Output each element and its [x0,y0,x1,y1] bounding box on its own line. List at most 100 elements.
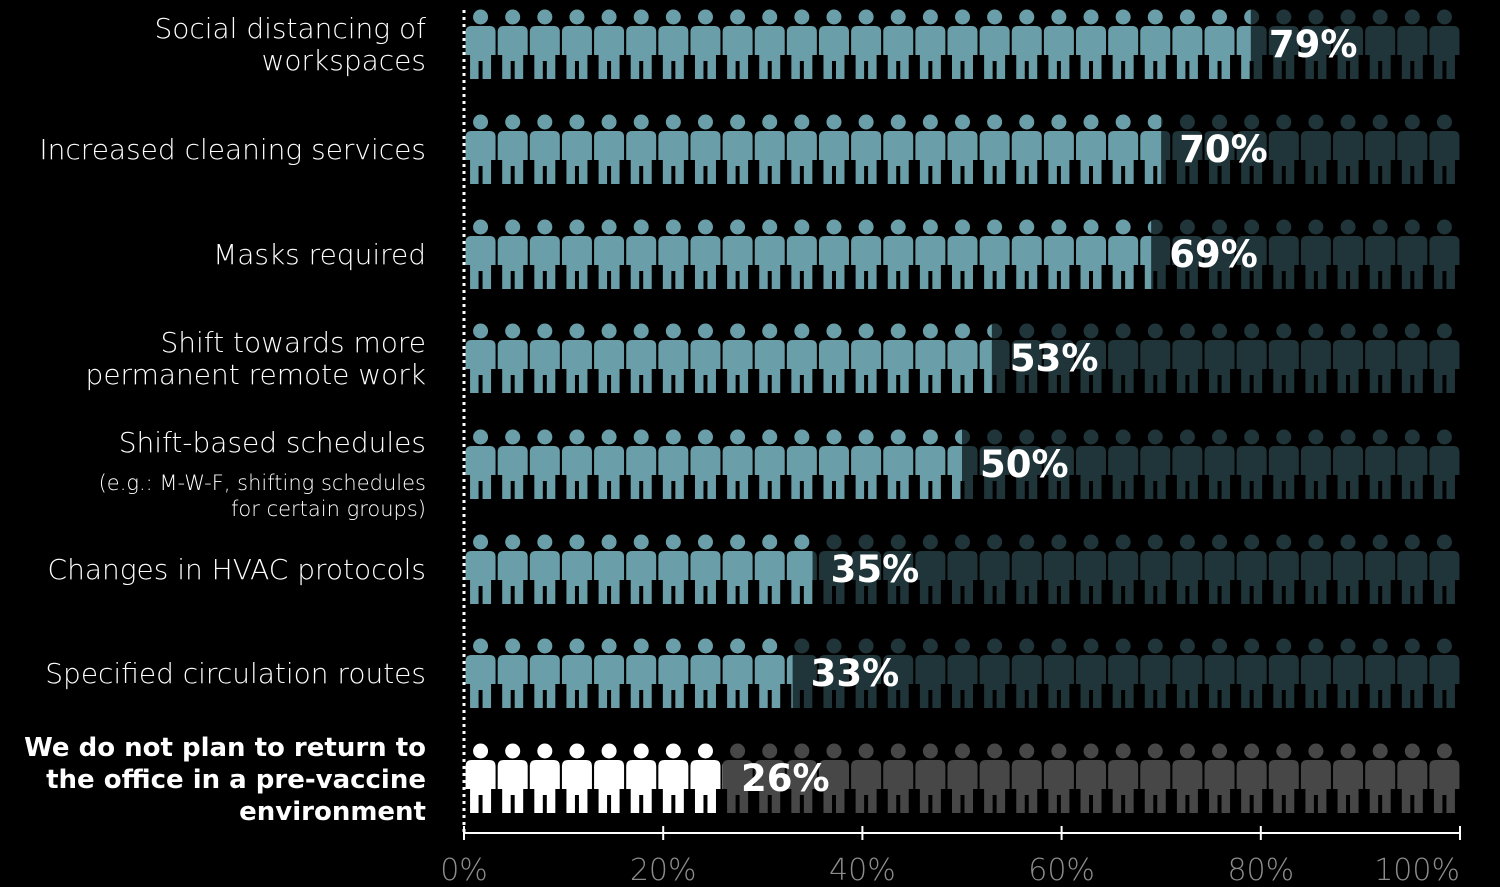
person-icon [1172,114,1203,184]
person-icon [754,323,785,393]
person-icon [1397,638,1428,708]
person-icon [561,743,592,813]
person-icon [1172,534,1203,604]
person-icon [1108,743,1139,813]
person-icon [915,114,946,184]
person-icon [786,9,817,79]
person-icon [1236,9,1251,79]
person-icon [561,429,592,499]
person-icon [1172,219,1203,289]
x-tick-label: 20% [630,853,697,887]
person-icon [594,743,625,813]
person-icon [1365,429,1396,499]
person-icon [979,9,1010,79]
bar [465,114,1162,184]
person-icon [465,9,496,79]
person-icon [754,114,785,184]
bar-remainder [792,638,1460,708]
person-icon [818,638,849,708]
person-icon [786,323,817,393]
person-icon [658,114,689,184]
person-icon [851,9,882,79]
person-icon [818,429,849,499]
person-icon [690,9,721,79]
value-label: 26% [741,757,830,800]
value-label: 50% [980,443,1069,486]
person-icon [1365,219,1396,289]
person-icon [1333,743,1364,813]
category-label: We do not plan to return to [24,733,426,763]
person-icon [594,219,625,289]
person-icon [1011,9,1042,79]
person-icon [497,638,528,708]
category-label: Masks required [213,238,426,271]
person-icon [1300,743,1331,813]
person-icon [1300,429,1331,499]
category-label: workspaces [262,44,427,77]
person-icon [722,219,753,289]
category-label: Shift towards more [160,326,426,359]
category-note: (e.g.: M-W-F, shifting schedules [99,471,426,495]
person-icon [561,323,592,393]
person-icon [1140,9,1171,79]
person-icon [1011,219,1042,289]
x-axis: 0% 20% 40% 60% 80% 100% [440,10,1461,887]
person-icon [658,534,689,604]
person-icon [754,219,785,289]
person-icon [883,638,914,708]
person-icon [690,638,721,708]
person-icon [754,743,785,813]
person-icon [465,743,496,813]
person-icon [626,534,657,604]
person-icon [812,551,817,580]
person-icon [465,219,496,289]
person-icon [1268,9,1299,79]
person-icon [1365,534,1396,604]
person-icon [626,114,657,184]
person-icon [1172,743,1203,813]
person-icon [1300,323,1331,393]
person-icon [722,763,723,789]
person-icon [1011,323,1042,393]
category-label: Specified circulation routes [45,657,426,690]
person-icon [818,323,849,393]
value-label: 33% [811,652,900,695]
person-icon [1333,323,1364,393]
person-icon [529,323,560,393]
person-icon [497,323,528,393]
person-icon [497,429,528,499]
person-icon [1397,429,1428,499]
person-icon [818,534,849,604]
person-icon [1365,9,1396,79]
person-icon [1397,219,1428,289]
person-icon [594,114,625,184]
person-icon [1333,9,1364,79]
person-icon [1365,323,1396,393]
person-icon [1429,9,1460,79]
person-icon [786,219,817,289]
person-icon [1140,743,1171,813]
person-icon [915,9,946,79]
person-icon [851,743,882,813]
person-icon [722,743,753,813]
person-icon [1011,534,1042,604]
person-icon [1140,220,1152,289]
bar-remainder [1250,9,1460,79]
bar [465,219,1152,289]
person-icon [529,638,560,708]
value-label: 69% [1169,233,1258,276]
person-icon [1043,9,1074,79]
person-icon [1397,534,1428,604]
bar [465,323,992,393]
person-icon [722,638,753,708]
bar [465,638,793,708]
person-icon [626,429,657,499]
bar-row: 69% Masks required [213,219,1460,289]
bar-remainder [1151,219,1460,289]
person-icon [1140,323,1171,393]
bar-row: 70% Increased cleaning services [39,114,1460,184]
person-icon [529,219,560,289]
x-tick-label: 60% [1028,853,1095,887]
person-icon [883,9,914,79]
person-icon [1076,219,1107,289]
